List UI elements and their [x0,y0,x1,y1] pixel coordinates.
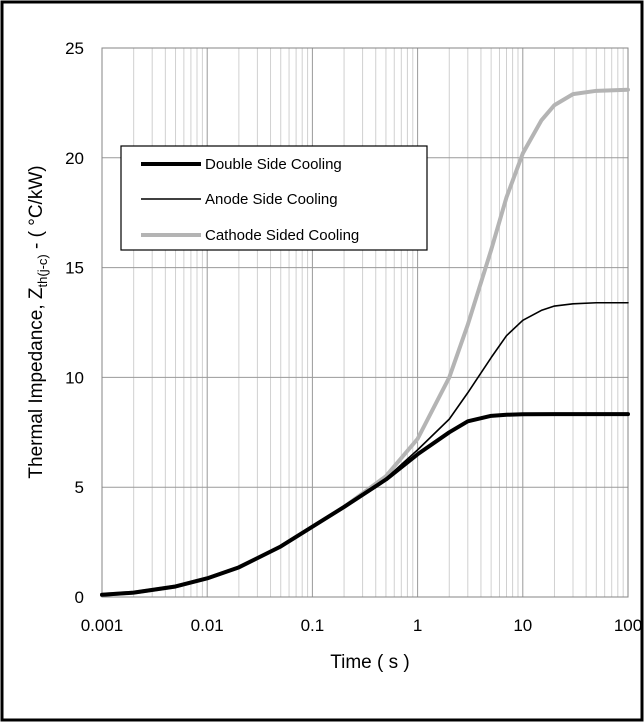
y-tick-label: 25 [65,39,84,58]
y-axis-title-main: Thermal Impedance, Z [26,287,47,479]
x-tick-label: 1 [413,616,422,635]
legend: Double Side Cooling Anode Side Cooling C… [120,145,428,251]
x-tick-label: 10 [513,616,532,635]
y-tick-label: 15 [65,259,84,278]
y-axis-title: Thermal Impedance, Zth(j-c) - ( °C/kW) [26,165,50,478]
y-tick-label: 10 [65,368,84,387]
y-axis-title-subscript: th(j-c) [35,254,50,287]
x-tick-label: 0.01 [191,616,224,635]
y-tick-labels: 0 5 10 15 20 25 [65,39,84,607]
legend-label-anode-side: Anode Side Cooling [205,191,338,208]
x-tick-labels: 0.001 0.01 0.1 1 10 100 [81,616,642,635]
y-tick-label: 20 [65,149,84,168]
x-tick-label: 0.001 [81,616,124,635]
series-layer [100,87,630,597]
series-line-double-side-cooling [100,412,630,597]
y-axis-title-suffix: - ( °C/kW) [26,165,47,254]
minor-gridlines [133,48,624,597]
x-tick-label: 100 [614,616,642,635]
legend-label-double-side: Double Side Cooling [205,156,342,173]
legend-label-cathode-side: Cathode Sided Cooling [205,227,359,244]
x-axis-title: Time ( s ) [330,652,410,673]
x-tick-label: 0.1 [301,616,325,635]
plot-area-frame [101,47,629,598]
y-tick-label: 5 [75,478,84,497]
y-tick-label: 0 [75,588,84,607]
